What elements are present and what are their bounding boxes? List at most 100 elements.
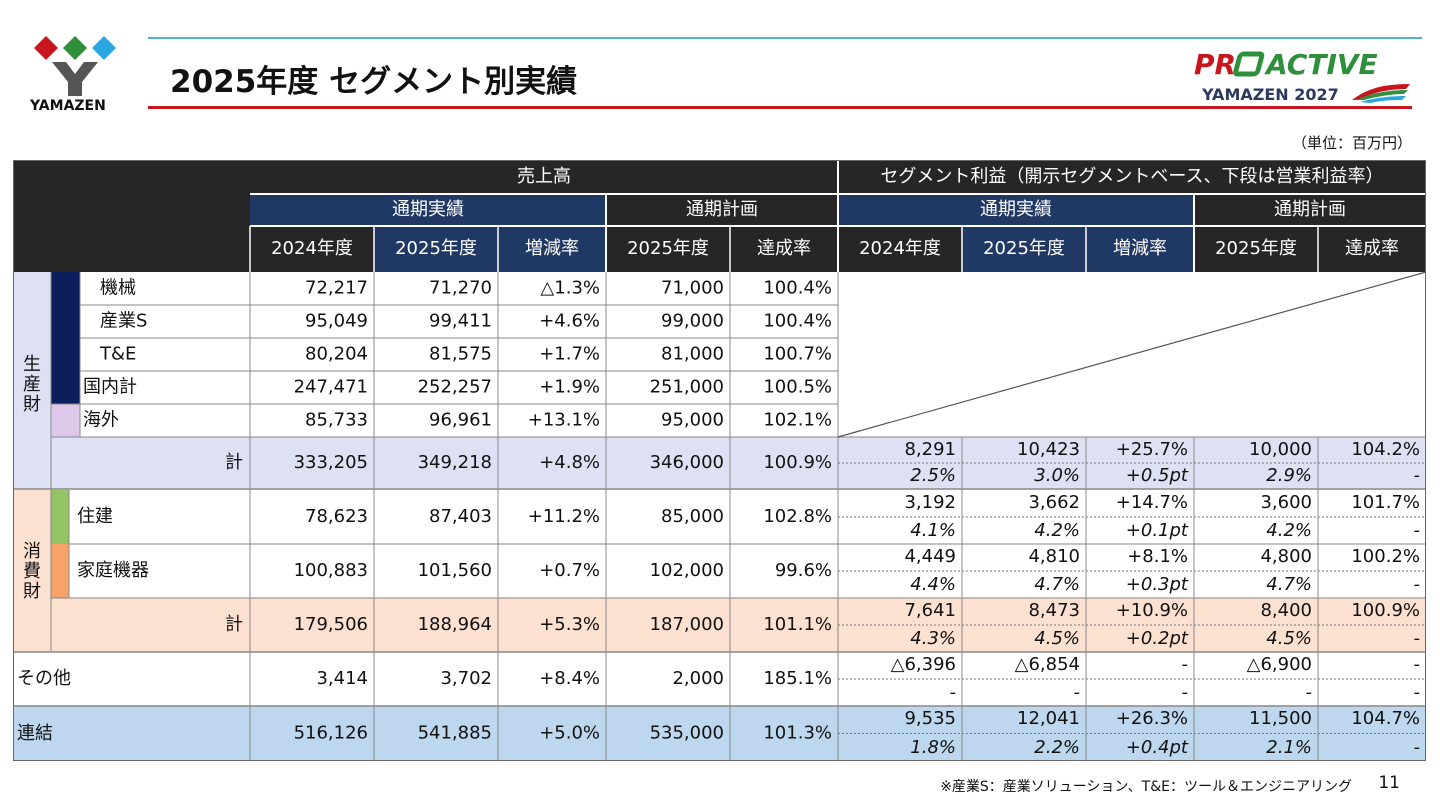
production-total-profit: +25.7% [1116,439,1188,460]
header-plan-text: 通期計画 [686,199,758,220]
consolidated-value: 516,126 [294,723,368,744]
consumer-total-profit: 100.9% [1351,600,1420,621]
consolidated-profit: 104.7% [1351,708,1420,729]
production-value: 252,257 [418,377,492,398]
production-total-value: 333,205 [294,452,368,473]
production-row-label: 機械 [100,278,136,299]
page-number: 11 [1378,773,1400,793]
production-domestic-bar [51,272,80,404]
other-value: +8.4% [539,668,600,689]
consumer-row-value: 102.8% [763,506,832,527]
consolidated-profit: 12,041 [1017,708,1080,729]
col-header-text: 2025年度 [1215,238,1297,259]
consumer-row-label: 住建 [77,506,113,527]
production-total-label: 計 [225,452,243,473]
consumer-row-profit: 4,810 [1028,546,1080,567]
header-profit-text: セグメント利益（開示セグメントベース、下段は営業利益率） [880,166,1383,187]
header-col-bg [374,226,498,272]
segment-results-table: 売上高 セグメント利益（開示セグメントベース、下段は営業利益率） 通期実績 通期計画 通… [13,160,1426,761]
production-row-label: T&E [99,344,136,365]
title-rule-top [148,37,1422,39]
other-value: 3,414 [316,668,368,689]
consumer-total-margin: 4.5% [1266,628,1312,649]
col-header-text: 達成率 [1345,238,1399,259]
other-margin: - [950,682,957,703]
consumer-row-profit: 3,662 [1028,492,1080,513]
brand-sub: YAMAZEN 2027 [1201,85,1339,104]
consolidated-value: 541,885 [418,723,492,744]
header-sales-plan [606,194,838,226]
production-row-label: 国内計 [83,377,137,398]
consolidated-value: +5.0% [539,723,600,744]
section-consumer-char: 消 [23,541,41,562]
consolidated-margin: 2.2% [1034,737,1080,758]
consumer-row-value: +11.2% [528,506,600,527]
consolidated-margin: 2.1% [1266,737,1312,758]
production-value: 81,575 [429,344,492,365]
col-header-text: 2025年度 [627,238,709,259]
brand-main2: ACTIVE [1264,48,1378,81]
section-production-char: 産 [23,374,41,395]
production-value: △1.3% [540,278,600,299]
consumer-row-value: 101,560 [418,560,492,581]
production-total-value: 100.9% [763,452,832,473]
other-margin: - [1182,682,1189,703]
consumer-row-margin: 4.2% [1266,520,1312,541]
col-header-text: 2024年度 [859,238,941,259]
production-total-value: +4.8% [539,452,600,473]
footnote: ※産業S：産業ソリューション、T&E：ツール＆エンジニアリング [940,779,1352,795]
header-col-bg [606,226,730,272]
consumer-row-profit: 100.2% [1351,546,1420,567]
consumer-row-profit: 4,449 [904,546,956,567]
header-profit-plan [1194,194,1426,226]
consumer-row-profit: 4,800 [1260,546,1312,567]
consumer-total-value: 187,000 [650,614,724,635]
consumer-row-profit: 3,600 [1260,492,1312,513]
production-total-profit: 10,423 [1017,439,1080,460]
brand-main: PR [1194,48,1236,81]
section-consumer-char: 費 [23,561,41,582]
consumer-row-margin: 4.2% [1034,520,1080,541]
header-col-bg [1086,226,1194,272]
consolidated-value: 101.3% [763,723,832,744]
production-value: 80,204 [305,344,368,365]
production-value: +1.9% [539,377,600,398]
other-value: 3,702 [440,668,492,689]
production-value: 100.5% [763,377,832,398]
section-production-char: 財 [23,394,41,415]
production-value: 251,000 [650,377,724,398]
other-margin: - [1306,682,1313,703]
consumer-row-value: +0.7% [539,560,600,581]
production-total-value: 346,000 [650,452,724,473]
proactive-brand-logo: PR ACTIVE YAMAZEN 2027 [1194,48,1410,104]
production-total-margin: 3.0% [1034,465,1080,486]
production-value: +1.7% [539,344,600,365]
consumer-total-profit: 7,641 [904,600,956,621]
section-consumer-char: 財 [23,581,41,602]
header-col-bg [1318,226,1426,272]
consumer-row-value: 100,883 [294,560,368,581]
other-label: その他 [17,668,71,689]
header-col-bg [962,226,1086,272]
consumer-total-margin: 4.5% [1034,628,1080,649]
diagonal-slash [837,271,1426,438]
production-total-label-bg [51,437,250,489]
consolidated-profit: 11,500 [1249,708,1312,729]
title-rule-bottom [148,106,1412,109]
production-total-margin: 2.9% [1266,465,1312,486]
col-header-text: 達成率 [757,238,811,259]
consumer-row-margin: +0.1pt [1126,520,1189,541]
col-header-text: 2025年度 [395,238,477,259]
other-profit: △6,900 [1247,654,1312,675]
consolidated-value: 535,000 [650,723,724,744]
other-margin: - [1414,682,1421,703]
production-value: 96,961 [429,410,492,431]
production-row-label: 海外 [83,410,119,431]
consumer-total-value: 101.1% [763,614,832,635]
production-value: 100.4% [763,278,832,299]
header-profit-actual [838,194,1194,226]
production-value: 100.7% [763,344,832,365]
consumer-housing-bar [51,490,69,544]
consumer-total-profit: 8,400 [1260,600,1312,621]
consumer-total-margin: +0.2pt [1126,628,1189,649]
